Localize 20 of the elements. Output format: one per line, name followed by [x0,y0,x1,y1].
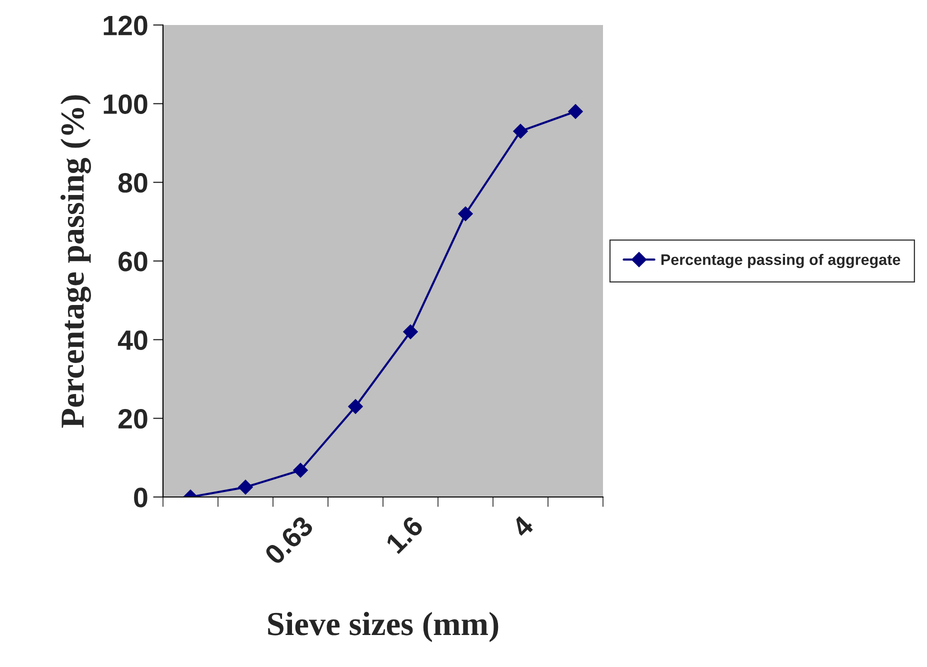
y-tick-label: 0 [134,488,148,508]
y-tick-label: 60 [118,252,148,272]
x-tick-label: 4 [510,514,535,539]
y-tick-label: 80 [118,173,148,193]
point [568,104,583,119]
point [238,480,253,495]
y-tick-label: 40 [118,330,148,350]
point [458,206,473,222]
point [513,124,528,139]
y-tick-label: 120 [104,16,148,36]
x-tick-label: 0.63 [264,514,314,566]
point [348,399,363,414]
y-tick-label: 20 [118,409,148,429]
point [293,462,308,478]
x-tick-label: 1.6 [384,514,424,554]
x-axis-title: Sieve sizes (mm) [268,612,498,642]
point [403,324,418,340]
legend-label: Percentage passing of aggregate [661,254,900,268]
y-axis-title: Percentage passing (%) [60,95,91,428]
y-tick-label: 100 [104,94,148,114]
